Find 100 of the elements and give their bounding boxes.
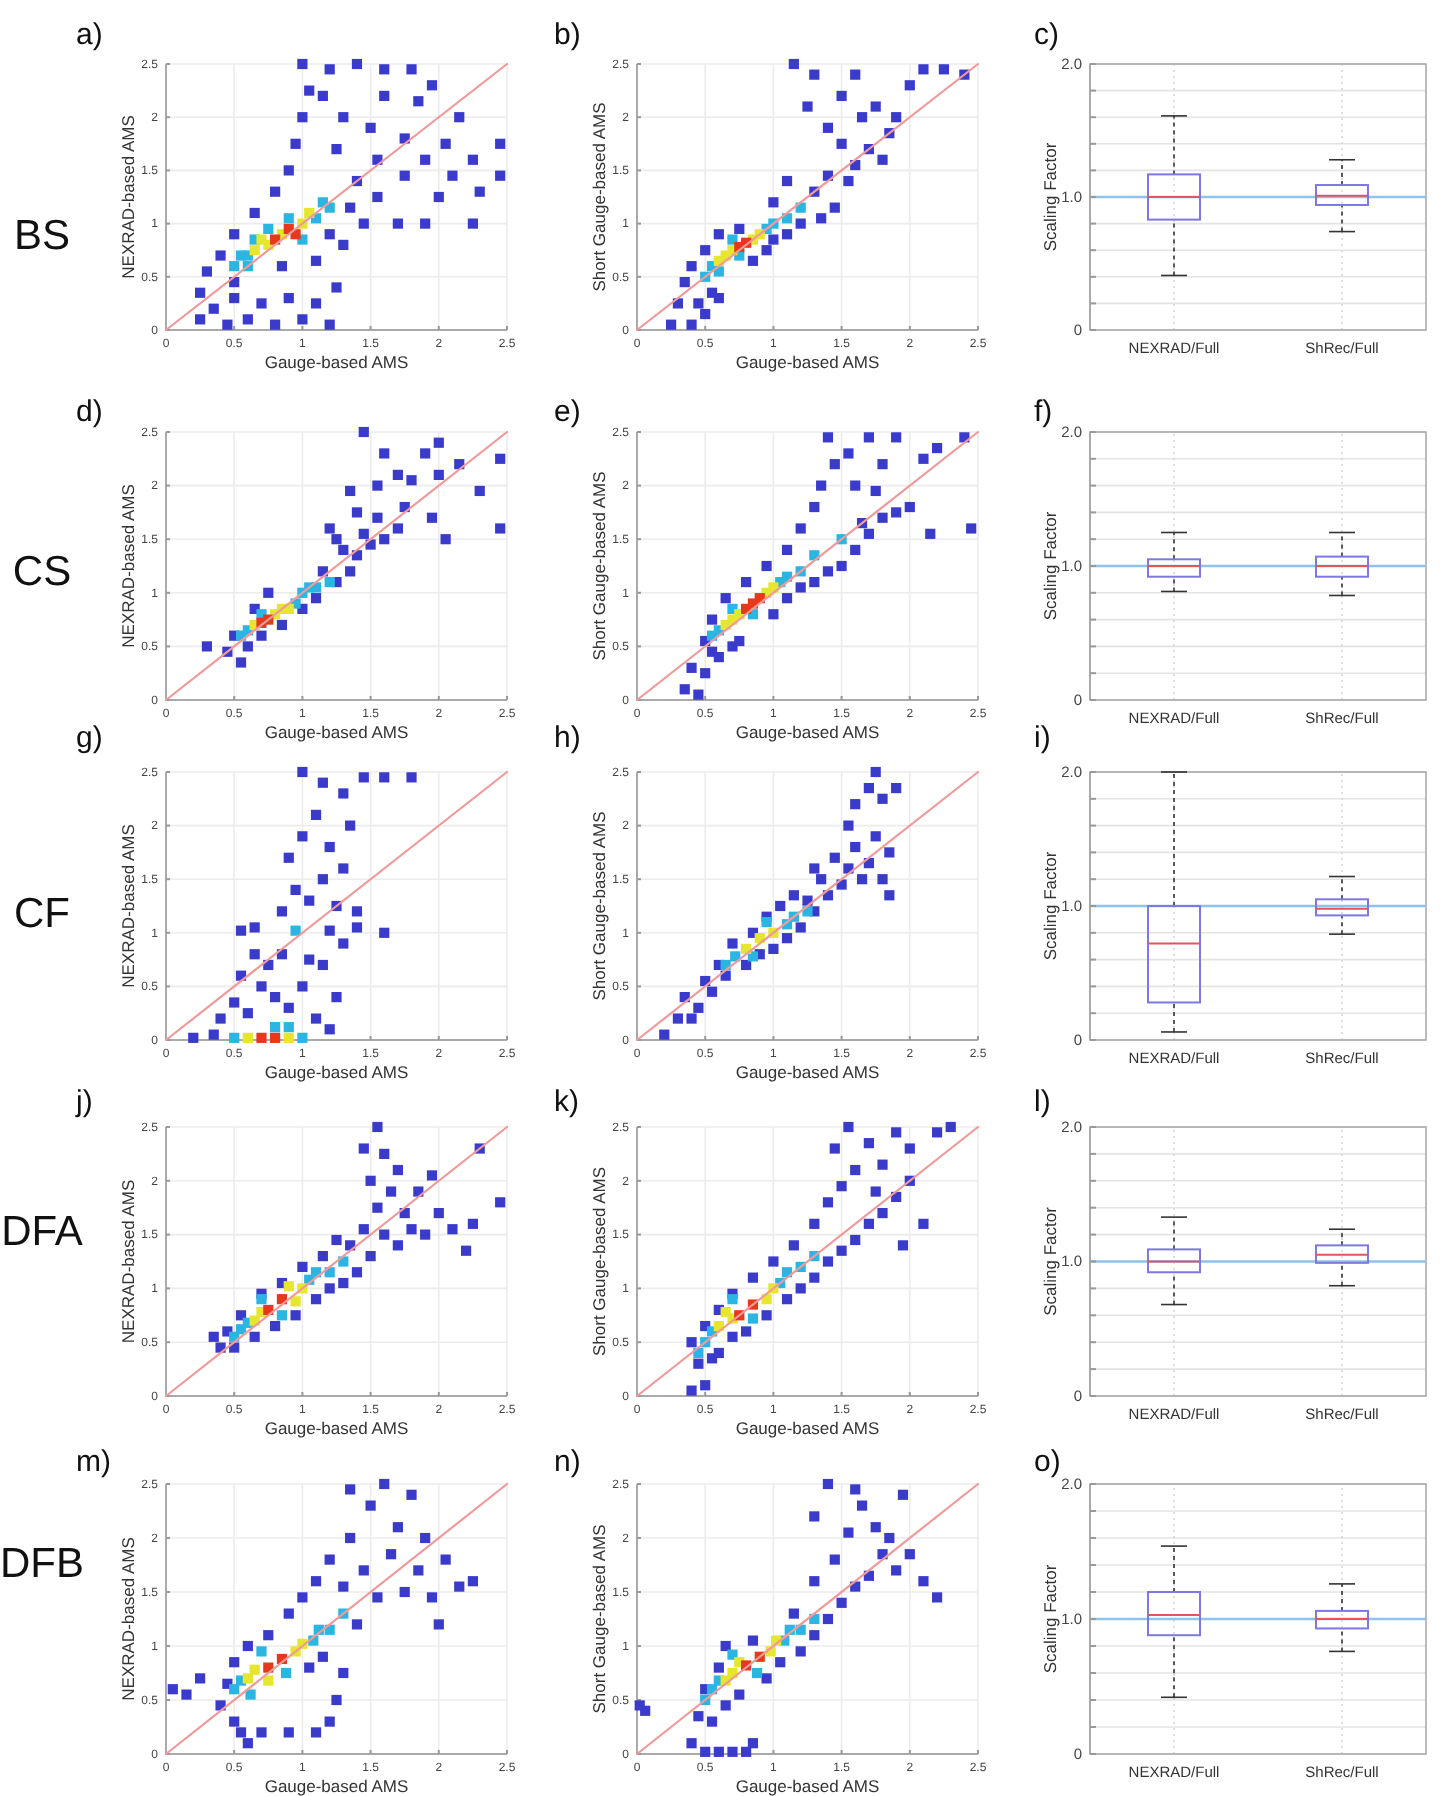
point [727,938,738,949]
point [263,1675,274,1686]
point [297,314,308,325]
point [809,1218,820,1229]
point [897,1489,909,1500]
point [829,1143,840,1154]
point [249,922,260,933]
chart-title: o) [1034,1445,1061,1479]
point [747,1738,759,1749]
point [795,922,806,933]
point [836,1181,847,1192]
point [338,1581,349,1592]
point [358,1565,369,1576]
point [727,1294,738,1305]
point [693,1002,704,1013]
point [256,234,267,245]
point [304,895,315,906]
point [768,234,779,245]
point [768,609,779,620]
point [843,820,854,831]
y-axis-title: NEXRAD-based AMS [118,1536,138,1701]
point [884,890,895,901]
point [331,1234,342,1246]
point [310,298,322,309]
point [372,480,383,491]
point [406,1224,417,1235]
point [297,1261,308,1272]
point [877,512,888,523]
point [263,1630,274,1641]
point [310,1576,322,1587]
point [433,437,444,448]
chart-title: i) [1034,721,1051,755]
point [317,1651,328,1662]
point [345,485,356,497]
point [727,234,738,245]
point [249,949,260,960]
point [809,1511,820,1522]
point [918,1218,929,1229]
point [420,154,431,165]
point [245,1689,256,1700]
point [870,101,881,112]
point [324,841,335,853]
point [338,1277,349,1289]
point [276,619,288,631]
point [891,112,902,123]
point [317,777,328,788]
point [283,213,294,224]
point [706,614,718,625]
point [822,1613,834,1625]
point [474,485,485,497]
point [727,1649,738,1660]
point [863,1218,874,1229]
point [877,459,888,470]
point [358,1143,369,1154]
point [433,1207,444,1219]
point [809,501,820,513]
point [693,1711,704,1722]
point [249,1664,260,1675]
point [713,1347,724,1359]
point [734,635,745,647]
point [283,852,294,863]
point [686,1337,697,1348]
chart-title: k) [554,1085,579,1119]
point [795,582,806,593]
point [399,1586,410,1598]
point [338,239,349,250]
point [713,652,724,663]
point [338,112,349,123]
point [351,922,363,933]
point [290,884,301,896]
point [433,1619,444,1630]
point [242,1640,253,1652]
point [706,986,718,997]
point [741,1746,752,1757]
point [720,1306,731,1318]
point [788,890,799,901]
point [679,684,690,695]
point [379,534,390,545]
y-axis-title: Short Gauge-based AMS [589,810,609,1001]
point [720,1640,731,1652]
chart-title: m) [76,1445,111,1479]
point [795,523,806,534]
point [358,426,369,438]
point [426,1592,438,1603]
point [365,1175,376,1186]
point [317,1251,328,1262]
point [242,641,253,652]
point [700,308,711,320]
point [768,1256,779,1267]
point [863,528,874,539]
point [447,1224,458,1235]
chart-title: c) [1034,18,1059,52]
point [406,64,417,75]
point [420,1532,431,1544]
point [420,1229,431,1240]
point [242,1673,253,1684]
point [379,927,390,938]
text: CS [12,549,72,595]
point [850,480,861,491]
point [877,1207,888,1219]
